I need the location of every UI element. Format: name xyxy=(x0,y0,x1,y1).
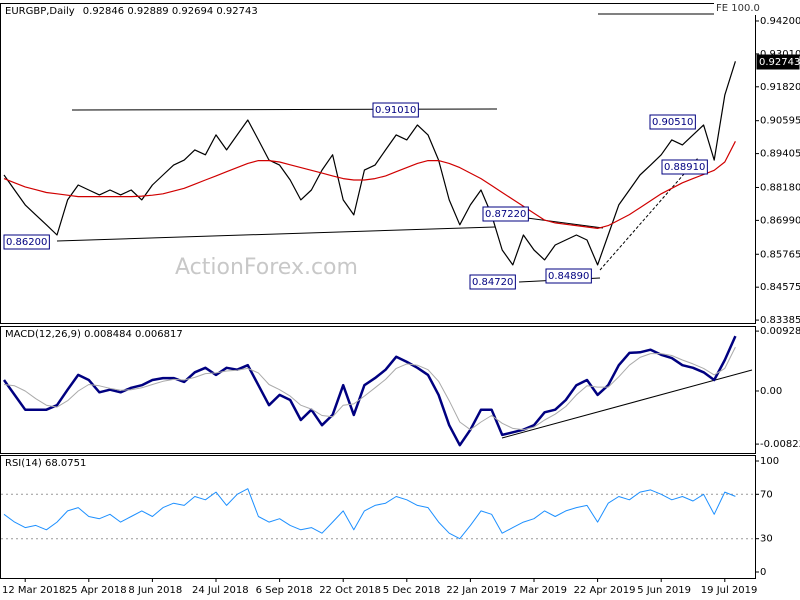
y-tick-label: 0.86990 xyxy=(760,215,800,226)
annotation-box xyxy=(756,54,800,70)
y-tick-label: 0.00 xyxy=(760,386,782,397)
annotation-label: 0.84890 xyxy=(548,271,589,282)
y-tick-label: 0.89405 xyxy=(760,149,800,160)
x-tick-label: 8 Jun 2018 xyxy=(128,585,182,596)
y-tick-label: 0.83385 xyxy=(760,315,800,326)
y-tick-label: 0.93010 xyxy=(760,49,800,60)
panel-title: EURGBP,Daily xyxy=(5,6,75,17)
rsi-panel xyxy=(0,455,756,579)
annotation-box xyxy=(469,274,516,290)
y-tick-label: 0.94200 xyxy=(760,16,800,27)
watermark: ActionForex.com xyxy=(175,255,358,280)
y-tick-label: 70 xyxy=(760,489,773,500)
series-line xyxy=(3,488,736,540)
annotation-label: 0.91010 xyxy=(375,105,416,116)
panel-subtitle: 0.92846 0.92889 0.92694 0.92743 xyxy=(83,6,258,17)
annotation-box xyxy=(372,102,419,118)
y-tick-label: 30 xyxy=(760,534,773,545)
x-tick-label: 5 Jun 2019 xyxy=(637,585,691,596)
annotation-label: 0.87220 xyxy=(485,209,526,220)
x-tick-label: 22 Jan 2019 xyxy=(446,585,506,596)
annotation-label: 0.84720 xyxy=(472,277,513,288)
x-tick-label: 6 Sep 2018 xyxy=(256,585,313,596)
y-tick-label: 0.84575 xyxy=(760,282,800,293)
y-tick-label: -0.00823 xyxy=(760,439,800,450)
y-tick-label: 0.88180 xyxy=(760,182,800,193)
y-tick-label: 0.85765 xyxy=(760,249,800,260)
annotation-label: 0.90510 xyxy=(652,117,693,128)
trendline xyxy=(501,369,753,439)
series-line xyxy=(3,346,736,431)
panel-title: MACD(12,26,9) 0.008484 0.006817 xyxy=(5,329,183,340)
series-line xyxy=(3,61,736,266)
annotation-box xyxy=(714,1,762,15)
annotation-box xyxy=(545,268,592,284)
trendline xyxy=(56,226,496,242)
y-tick-label: 0.90595 xyxy=(760,116,800,127)
y-tick-label: 0 xyxy=(760,567,766,578)
x-tick-label: 22 Apr 2019 xyxy=(574,585,636,596)
y-tick-label: 0.91820 xyxy=(760,82,800,93)
y-tick-label: 100 xyxy=(760,456,779,467)
x-tick-label: 7 Mar 2019 xyxy=(510,585,567,596)
panel-title: RSI(14) 68.0751 xyxy=(5,458,86,469)
macd-panel xyxy=(0,326,756,454)
annotation-box xyxy=(649,114,696,130)
annotation-box xyxy=(3,234,50,250)
price-panel xyxy=(0,3,756,324)
annotation-box xyxy=(482,206,529,222)
series-line xyxy=(3,141,736,229)
y-tick-label: 0.00928 xyxy=(760,326,800,337)
x-tick-label: 25 Apr 2018 xyxy=(65,585,127,596)
x-tick-label: 19 Jul 2019 xyxy=(701,585,758,596)
annotation-label: 0.86200 xyxy=(6,237,47,248)
annotation-box xyxy=(661,159,708,175)
x-tick-label: 5 Dec 2018 xyxy=(383,585,441,596)
trendline xyxy=(71,108,498,111)
annotation-label: 0.88910 xyxy=(664,162,705,173)
x-tick-label: 22 Oct 2018 xyxy=(319,585,381,596)
annotation-label: FE 100.0 xyxy=(716,3,760,14)
x-tick-label: 12 Mar 2018 xyxy=(2,585,65,596)
x-tick-label: 24 Jul 2018 xyxy=(192,585,249,596)
annotation-label: 0.92743 xyxy=(759,57,800,68)
